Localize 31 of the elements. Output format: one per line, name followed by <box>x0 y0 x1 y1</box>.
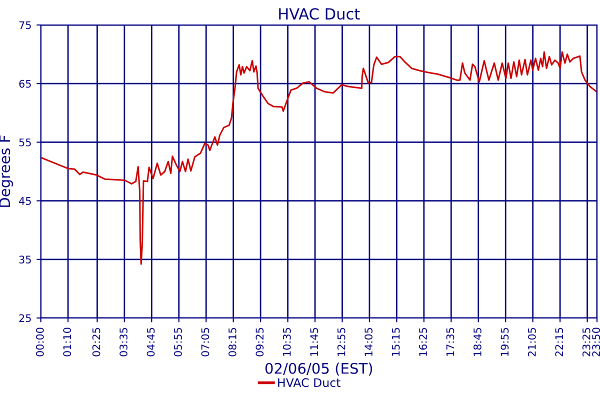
x-tick-label: 19:55 <box>500 328 509 356</box>
x-tick-label: 04:45 <box>146 328 155 356</box>
legend-label: HVAC Duct <box>278 378 340 388</box>
x-tick-label: 10:35 <box>282 328 291 356</box>
x-tick-label: 08:15 <box>228 328 236 356</box>
x-axis-title: 02/06/05 (EST) <box>265 362 372 376</box>
x-tick-label: 05:55 <box>174 328 182 356</box>
x-tick-label: 21:05 <box>528 328 536 356</box>
x-tick-label: 09:25 <box>256 328 264 356</box>
x-tick-label: 01:10 <box>63 328 72 356</box>
y-tick-label: 45 <box>19 197 31 205</box>
x-tick-label: 00:00 <box>36 328 44 356</box>
y-tick-label: 55 <box>19 138 31 146</box>
x-tick-label: 16:25 <box>419 328 427 356</box>
x-tick-label: 02:25 <box>92 328 100 356</box>
x-tick-label: 22:15 <box>555 328 564 356</box>
x-tick-label: 07:05 <box>201 328 210 356</box>
y-tick-label: 65 <box>19 80 31 88</box>
x-tick-label: 11:45 <box>310 328 318 356</box>
y-tick-label: 35 <box>19 256 31 264</box>
x-tick-label: 23:50 <box>592 328 600 356</box>
y-tick-label: 75 <box>19 21 31 30</box>
chart-title: HVAC Duct <box>279 8 360 20</box>
x-tick-label: 23:25 <box>582 328 590 356</box>
y-tick-label: 25 <box>19 314 31 322</box>
x-tick-label: 14:05 <box>364 328 372 356</box>
x-tick-label: 17:35 <box>446 328 454 356</box>
x-tick-label: 18:45 <box>474 328 482 356</box>
x-tick-label: 15:15 <box>392 328 400 356</box>
x-tick-label: 12:55 <box>337 328 346 356</box>
x-tick-label: 03:35 <box>120 328 128 356</box>
